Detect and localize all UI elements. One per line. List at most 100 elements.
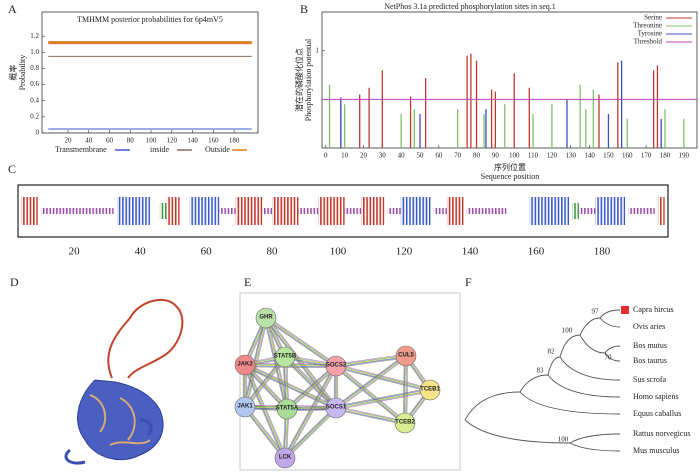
- network-edge: [284, 407, 336, 458]
- legend-label: inside: [150, 145, 170, 154]
- network-edge: [404, 355, 407, 424]
- x-tick-label: 10: [341, 152, 349, 160]
- segment: [159, 203, 167, 219]
- legend-label: Tyrosine: [638, 30, 662, 38]
- network-edge: [405, 356, 408, 424]
- network-edge: [264, 318, 335, 410]
- legend-label: Serine: [644, 14, 662, 22]
- x-tick-label: 130: [565, 152, 576, 160]
- branch: [559, 334, 581, 358]
- node-label: GHR: [259, 315, 273, 321]
- bootstrap-label: 97: [592, 308, 600, 316]
- network-edge: [243, 407, 284, 460]
- y-tick-label: 1: [316, 46, 320, 54]
- network-edge: [265, 317, 337, 409]
- node-label: STAT5A: [276, 406, 299, 412]
- network-edge: [335, 365, 431, 391]
- segment: [466, 208, 507, 214]
- coil: [89, 394, 151, 446]
- plot-frame: [321, 11, 698, 149]
- network-edge: [336, 356, 407, 368]
- network-node: [274, 447, 296, 469]
- network-edge: [336, 364, 407, 422]
- y-tick-label: 0.6: [30, 80, 39, 88]
- network-edge: [336, 356, 407, 409]
- x-tick-label: 50: [416, 152, 424, 160]
- species-marker: [621, 306, 629, 314]
- network-edge: [286, 409, 338, 460]
- network-edge: [285, 408, 337, 459]
- x-tick-label: 140: [584, 152, 595, 160]
- x-tick-label: 80: [127, 137, 135, 145]
- x-tick-label: 180: [594, 246, 611, 258]
- panel-label: E: [244, 275, 251, 289]
- network-edge: [284, 357, 336, 409]
- network-edge: [336, 406, 406, 423]
- plot-frame: [41, 11, 259, 134]
- x-tick-label: 110: [528, 152, 539, 160]
- x-tick-label: 20: [64, 137, 72, 145]
- network-edge: [284, 407, 337, 459]
- x-tick-label: 160: [208, 137, 219, 145]
- network-edge: [335, 366, 430, 392]
- network-edge: [265, 317, 337, 367]
- network-edge: [336, 357, 408, 410]
- network-edge: [286, 365, 337, 410]
- segment: [595, 197, 626, 225]
- network-node: [274, 346, 296, 368]
- node-label: TCEB1: [420, 387, 440, 393]
- network-edge: [283, 364, 335, 458]
- network-edge: [283, 358, 335, 410]
- network-edge: [245, 357, 286, 408]
- x-tick-label: 100: [330, 246, 347, 258]
- chart-title: NetPhos 3.1a predicted phosphorylation s…: [384, 2, 556, 11]
- loop: [107, 298, 184, 379]
- network-edge: [336, 391, 431, 411]
- network-edge: [335, 365, 406, 424]
- leaf-label: Homo sapiens: [633, 392, 679, 401]
- network-edge: [266, 317, 337, 366]
- segment: [116, 197, 150, 225]
- network-node: [234, 396, 256, 418]
- x-tick-label: 120: [167, 137, 178, 145]
- network-edge: [335, 409, 405, 426]
- panel-label: F: [465, 275, 472, 289]
- network-edge: [285, 356, 337, 408]
- segment: [189, 197, 220, 225]
- network-edge: [244, 356, 286, 408]
- x-tick-label: 20: [360, 152, 368, 160]
- network-edge: [243, 355, 284, 407]
- network-edge: [403, 355, 406, 423]
- segment: [298, 208, 319, 214]
- x-tick-label: 100: [146, 137, 157, 145]
- y-axis-label: Probability: [18, 55, 27, 91]
- protein-structure: [64, 298, 184, 465]
- network-edge: [264, 319, 336, 368]
- network-edge: [266, 316, 338, 365]
- leaf-label: Capra hircus: [633, 305, 674, 314]
- network-edge: [244, 366, 336, 410]
- x-tick-label: 140: [187, 137, 198, 145]
- segment: [446, 197, 464, 225]
- x-tick-label: 170: [641, 152, 652, 160]
- segment: [433, 208, 447, 214]
- network-edge: [283, 365, 336, 458]
- segment: [387, 208, 401, 214]
- network-edge: [335, 355, 406, 408]
- segment: [235, 197, 263, 225]
- node-label: JAK1: [237, 404, 253, 410]
- leaf-label: Rattus norvegicus: [633, 429, 691, 438]
- network-edge: [246, 357, 287, 409]
- y-tick-label: 0.8: [30, 64, 39, 72]
- bootstrap-label: 70: [605, 354, 613, 362]
- network: GHR JAK2 STAT5B SOCS2 CUL5 TCEB1 JAK1 STAT5A SOC…: [234, 307, 440, 469]
- segment: [628, 208, 655, 214]
- node-label: SOCS1: [326, 405, 347, 411]
- y-axis-label: 潜在的磷酸化位点: [294, 48, 304, 112]
- network-edge: [243, 365, 285, 459]
- x-tick-label: 180: [660, 152, 671, 160]
- leaf-label: Bos mutus: [633, 341, 667, 350]
- panel-label: C: [8, 162, 16, 176]
- x-tick-label: 80: [473, 152, 481, 160]
